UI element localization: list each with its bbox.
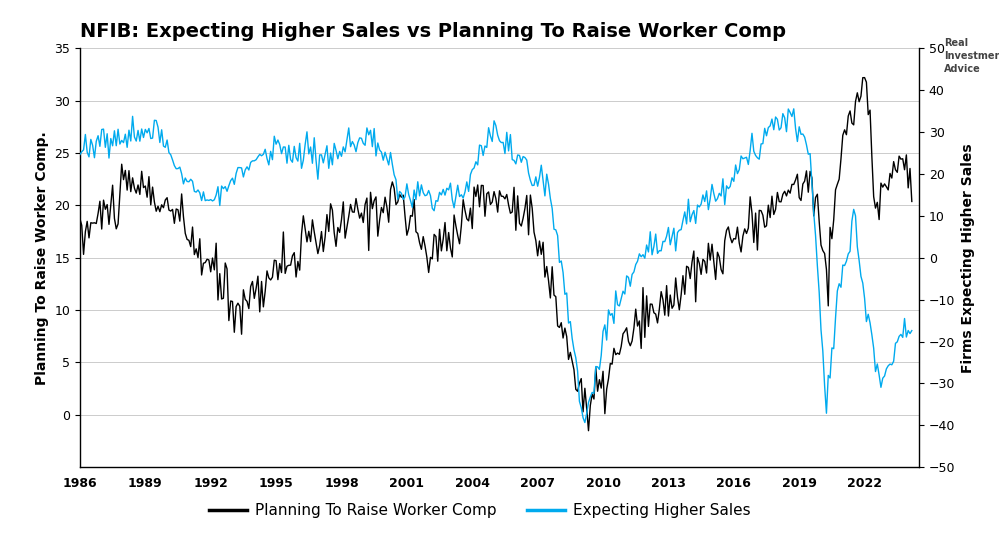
Text: NFIB: Expecting Higher Sales vs Planning To Raise Worker Comp: NFIB: Expecting Higher Sales vs Planning… — [80, 22, 786, 41]
Y-axis label: Planning To Raise Worker Comp.: Planning To Raise Worker Comp. — [35, 131, 49, 384]
Text: Real
Investment
Advice: Real Investment Advice — [944, 38, 999, 74]
Legend: Planning To Raise Worker Comp, Expecting Higher Sales: Planning To Raise Worker Comp, Expecting… — [203, 497, 756, 524]
Y-axis label: Firms Expecting Higher Sales: Firms Expecting Higher Sales — [961, 143, 975, 373]
